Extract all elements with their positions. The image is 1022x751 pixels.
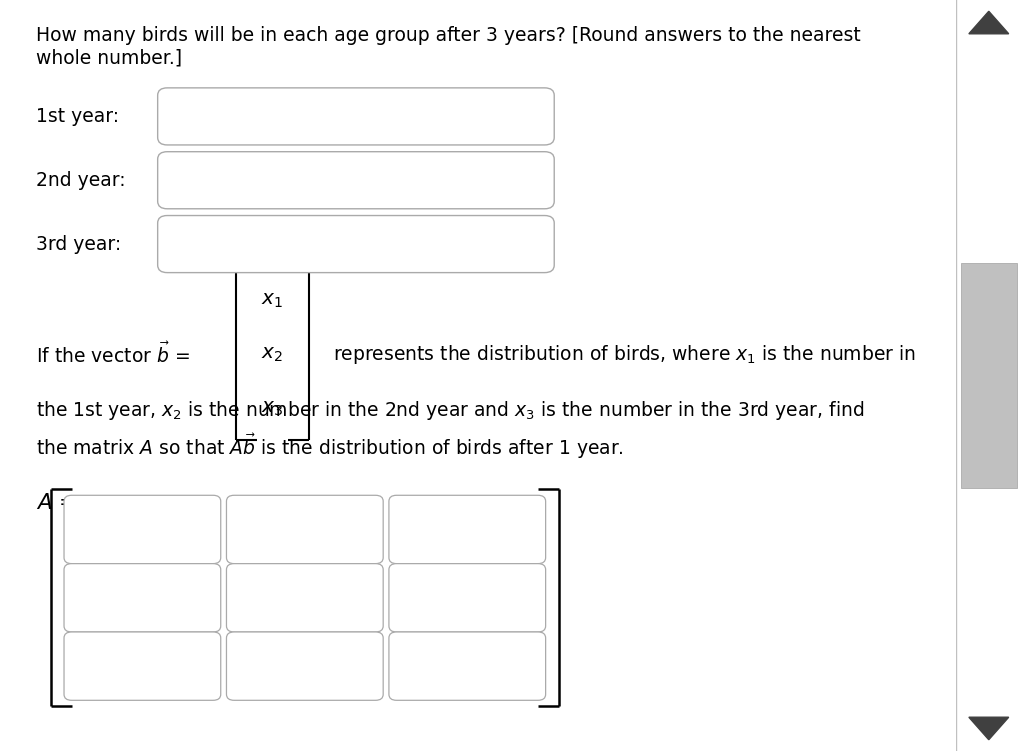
Text: If the vector $\vec{b}$ =: If the vector $\vec{b}$ = — [37, 342, 190, 367]
Polygon shape — [969, 717, 1009, 740]
FancyBboxPatch shape — [64, 563, 221, 632]
FancyBboxPatch shape — [961, 263, 1017, 488]
Text: 2nd year:: 2nd year: — [37, 170, 126, 190]
FancyBboxPatch shape — [389, 563, 546, 632]
Text: represents the distribution of birds, where $x_1$ is the number in: represents the distribution of birds, wh… — [332, 343, 916, 366]
Text: How many birds will be in each age group after 3 years? [Round answers to the ne: How many birds will be in each age group… — [37, 26, 862, 45]
Text: the 1st year, $x_2$ is the number in the 2nd year and $x_3$ is the number in the: the 1st year, $x_2$ is the number in the… — [37, 400, 865, 422]
Text: $A$ =: $A$ = — [37, 493, 77, 513]
Text: $x_2$: $x_2$ — [262, 345, 283, 364]
FancyBboxPatch shape — [157, 152, 554, 209]
Text: whole number.]: whole number.] — [37, 49, 183, 68]
Text: 3rd year:: 3rd year: — [37, 234, 122, 254]
Text: $x_3$: $x_3$ — [262, 399, 283, 418]
FancyBboxPatch shape — [389, 496, 546, 563]
FancyBboxPatch shape — [227, 496, 383, 563]
Text: the matrix $A$ so that $A\vec{b}$ is the distribution of birds after 1 year.: the matrix $A$ so that $A\vec{b}$ is the… — [37, 433, 624, 461]
FancyBboxPatch shape — [389, 632, 546, 700]
Text: $x_1$: $x_1$ — [262, 291, 283, 310]
Text: 1st year:: 1st year: — [37, 107, 120, 126]
FancyBboxPatch shape — [227, 563, 383, 632]
FancyBboxPatch shape — [64, 496, 221, 563]
Polygon shape — [969, 11, 1009, 34]
FancyBboxPatch shape — [157, 216, 554, 273]
FancyBboxPatch shape — [64, 632, 221, 700]
FancyBboxPatch shape — [157, 88, 554, 145]
FancyBboxPatch shape — [227, 632, 383, 700]
